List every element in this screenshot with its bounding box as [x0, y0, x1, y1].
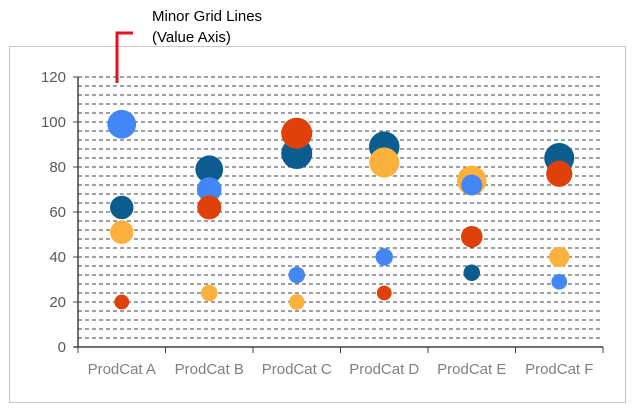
value-axis-label: 100 [41, 114, 66, 131]
bubble-series-4 [369, 147, 400, 178]
category-axis-label: ProdCat F [525, 361, 593, 378]
category-axis-label: ProdCat D [349, 361, 419, 378]
bubble-series-2 [110, 195, 134, 220]
value-axis-label: 40 [49, 249, 66, 266]
value-axis-label: 60 [49, 204, 66, 221]
axes [73, 76, 604, 353]
bubble-series-4 [288, 294, 305, 310]
bubble-series-4 [200, 284, 218, 302]
bubble-series-1 [551, 273, 568, 290]
minor-gridlines-callout: Minor Grid Lines (Value Axis) [152, 6, 262, 48]
bubble-series-3 [197, 195, 222, 220]
bubble-series-1 [375, 248, 393, 266]
value-axis-label: 20 [49, 294, 66, 311]
callout-line-2: (Value Axis) [152, 29, 231, 46]
bubble-series-3 [281, 117, 313, 149]
callout-line-1: Minor Grid Lines [152, 8, 263, 25]
minor-gridlines [78, 76, 603, 339]
value-axis-labels: 0 20 40 60 80 100 120 [41, 69, 66, 356]
value-axis-label: 120 [41, 69, 66, 86]
bubble-series-2 [195, 155, 224, 184]
callout-pointer [115, 31, 133, 83]
category-axis-label: ProdCat A [88, 361, 156, 378]
bubble-series-3 [460, 225, 483, 248]
value-axis-label: 0 [58, 339, 66, 356]
bubble-series-3 [546, 160, 573, 187]
category-axis-label: ProdCat E [437, 361, 506, 378]
category-axis-labels: ProdCat A ProdCat B ProdCat C ProdCat D Prod… [88, 361, 594, 378]
value-axis-label: 80 [49, 159, 66, 176]
category-axis-label: ProdCat B [175, 361, 244, 378]
bubble-series-4 [110, 220, 134, 244]
bubble-series-2 [463, 264, 481, 282]
bubble-series-4 [549, 246, 570, 268]
bubbles [107, 109, 575, 310]
bubble-series-3 [376, 285, 392, 301]
chart-area [9, 46, 626, 403]
bubble-series-1 [196, 177, 222, 202]
bubble-series-3 [114, 294, 130, 310]
category-axis-label: ProdCat C [262, 361, 332, 378]
bubble-series-1 [107, 109, 137, 139]
bubble-series-1 [461, 174, 483, 196]
bubble-series-1 [288, 266, 306, 284]
